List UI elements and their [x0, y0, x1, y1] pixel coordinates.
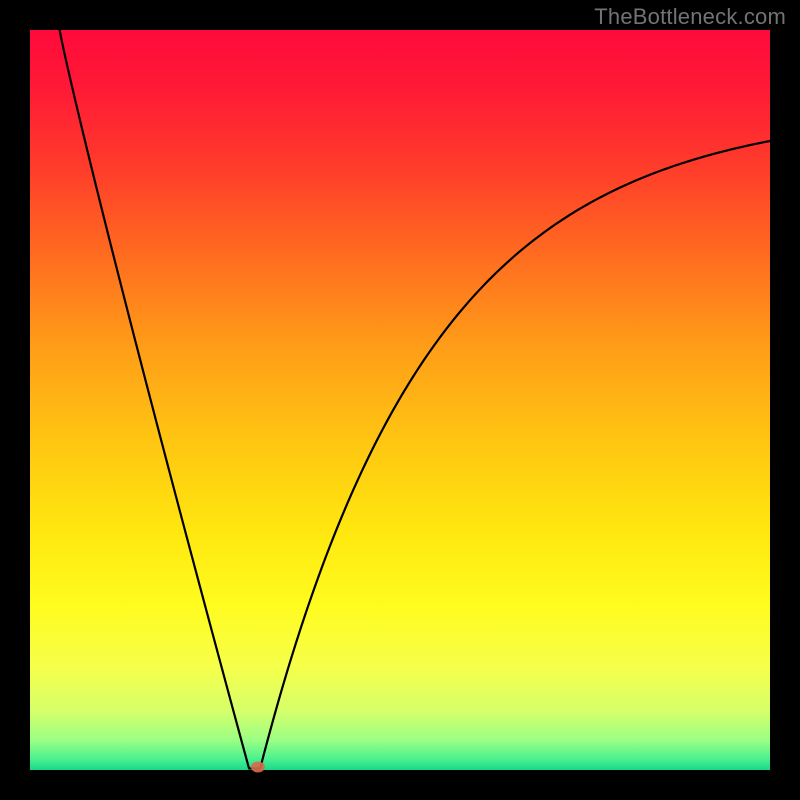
bottleneck-chart-svg: [0, 0, 800, 800]
watermark-label: TheBottleneck.com: [594, 4, 786, 30]
min-point-marker: [251, 762, 265, 773]
chart-canvas: TheBottleneck.com: [0, 0, 800, 800]
